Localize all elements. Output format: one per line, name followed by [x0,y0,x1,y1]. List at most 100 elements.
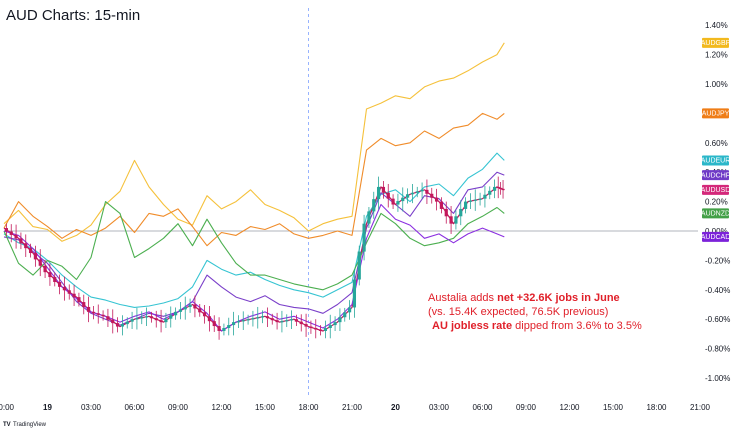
series-tag-audgbp: AUDGBP [701,37,731,48]
candle-body [468,200,473,202]
annotation-line-1-bold: net +32.6K jobs in June [497,292,620,304]
series-tag-box [702,208,729,219]
candle-body [241,320,245,322]
x-tick-label: 15:00 [603,403,624,412]
series-tag-box [702,170,729,181]
y-tick-label: 1.00% [705,80,728,89]
candle-body [256,317,260,319]
audusd-candles [4,176,505,340]
y-tick-label: 1.20% [705,51,728,60]
candle-body [120,324,125,327]
candle-body [169,315,173,319]
annotation-line-2: (vs. 15.4K expected, 76.5K previous) [428,306,608,318]
candle-body [425,189,429,194]
series-tag-box [702,37,729,48]
x-tick-label: 15:00 [255,403,276,412]
candle-body [488,190,492,195]
series-line-audjpy [3,112,505,247]
series-tag-label: AUDEUR [701,158,731,165]
candle-body [333,322,337,326]
candle-body [459,208,463,217]
candle-body [111,319,115,324]
candle-body [372,199,376,212]
series-tag-label: AUDUSD [701,187,731,194]
annotation-line-3-post: dipped from 3.6% to 3.5% [515,320,642,332]
candle-body [304,324,308,327]
tradingview-footer: TV TradingView [3,422,47,428]
candle-body [454,216,458,224]
candle-body [14,234,18,239]
candle-body [82,302,86,307]
candle-body [405,194,410,198]
candle-body [430,193,434,198]
y-tick-label: -0.40% [705,286,730,295]
candle-body [492,186,497,191]
candle-body [362,223,366,252]
series-tag-audcad: AUDCAD [701,231,731,242]
series-tag-audusd: AUDUSD [701,184,731,195]
y-tick-label: -0.60% [705,315,730,324]
candle-body [251,318,255,320]
x-tick-label: 20 [391,403,400,412]
candle-body [357,251,361,280]
candle-body [434,197,439,202]
candle-body [449,216,453,224]
tradingview-logo-icon: TV [3,422,11,428]
candle-body [53,277,57,282]
x-axis: 00:00 19 03:00 06:00 09:00 12:00 15:00 18:00 21:… [0,403,711,412]
candle-body [193,304,197,309]
candle-body [285,320,289,322]
candle-body [338,317,342,323]
candle-body [367,211,371,224]
x-tick-label: 21:00 [342,403,363,412]
annotation-line-1-pre: Austalia adds [428,292,495,304]
candle-body [280,321,284,323]
candle-body [212,321,216,327]
series-tag-label: AUDCAD [701,234,731,241]
candle-body [299,321,303,325]
x-tick-label: 19 [43,403,52,412]
annotation-line-1: Austalia adds net +32.6K jobs in June [428,292,620,304]
candle-body [202,312,207,317]
candle-body [415,191,419,193]
x-tick-label: 12:00 [211,403,232,412]
candle-body [275,320,279,323]
x-tick-label: 03:00 [81,403,102,412]
candle-body [478,198,482,200]
candle-body [183,306,187,310]
candle-body [67,290,71,294]
candle-body [439,201,444,209]
candle-body [106,316,110,320]
candle-body [231,322,236,326]
series-tag-audnzd: AUDNZD [701,208,730,219]
x-tick-label: 06:00 [124,403,145,412]
candle-body [410,192,415,195]
candle-body [77,297,81,303]
candle-body [159,320,163,323]
candle-body [57,281,62,287]
footer-text: TradingView [13,422,47,428]
candle-body [135,318,139,320]
candle-body [496,186,500,189]
candle-body [149,316,154,319]
candle-body [401,197,405,202]
candle-body [246,319,250,321]
candle-body [376,186,381,200]
y-tick-label: 0.00% [705,227,728,236]
candle-body [125,321,129,325]
y-tick-label: 0.60% [705,139,728,148]
candle-body [4,228,9,232]
candle-body [130,319,134,322]
candle-body [164,318,168,323]
y-tick-label: -1.00% [705,374,730,383]
candle-body [43,265,47,273]
series-tag-box [702,184,729,195]
candle-body [207,316,212,322]
candle-body [28,248,33,254]
candle-body [323,328,328,331]
candle-body [62,286,67,291]
series-tag-label: AUDGBP [701,40,731,47]
annotation-line-3-bold: AU jobless rate [432,320,512,332]
candle-body [217,326,221,331]
